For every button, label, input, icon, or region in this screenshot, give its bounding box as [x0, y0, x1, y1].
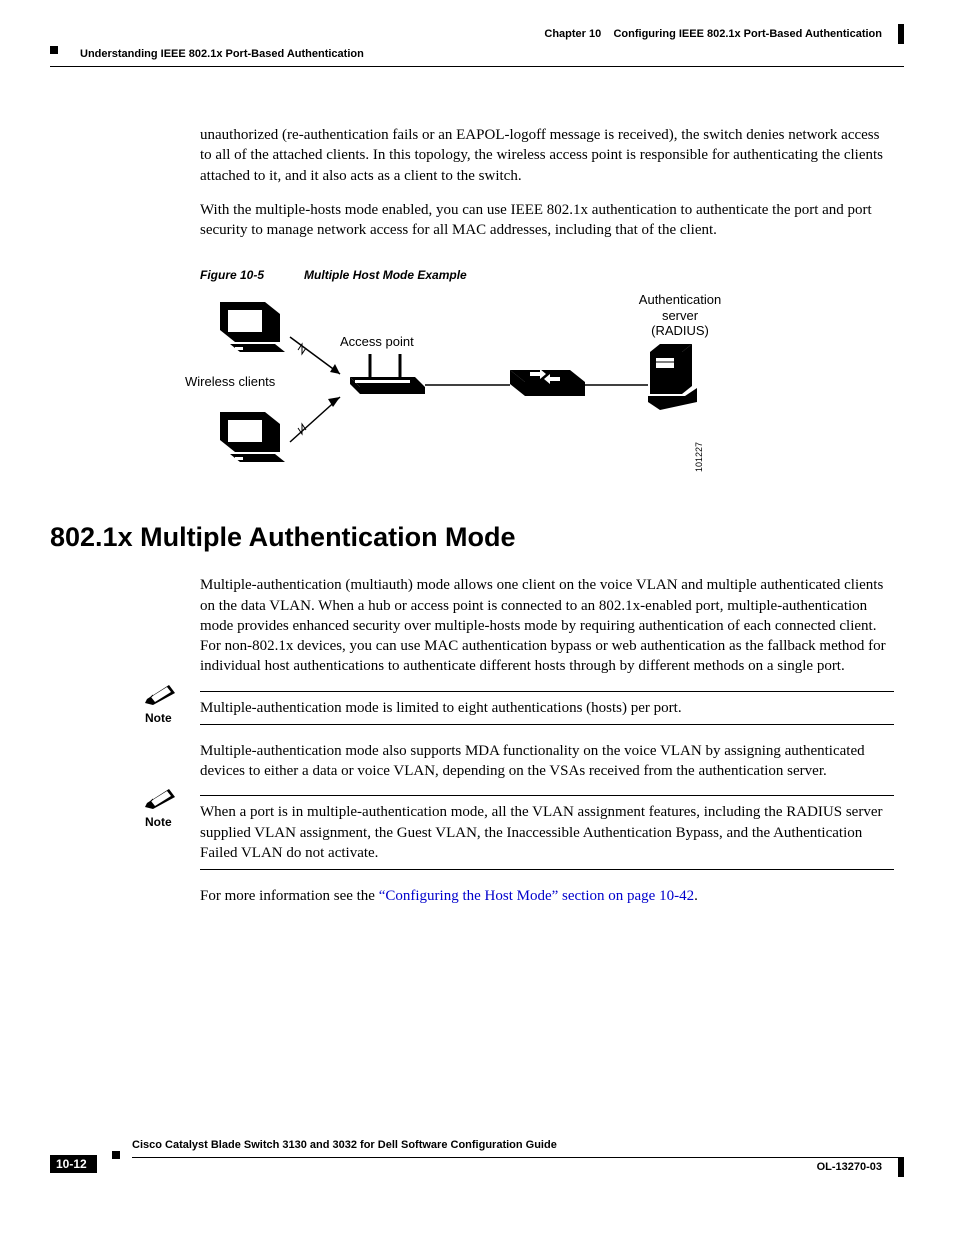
figure-label: Access point — [340, 334, 414, 350]
figure-diagram: Wireless clients Access point Authentica… — [200, 292, 894, 492]
header-accent-bar — [898, 24, 904, 44]
figure-number: Figure 10-5 — [200, 268, 264, 282]
running-header: Chapter 10 Configuring IEEE 802.1x Port-… — [50, 28, 904, 58]
figure-title: Multiple Host Mode Example — [304, 268, 467, 282]
figure-caption: Figure 10-5 Multiple Host Mode Example — [200, 268, 894, 282]
body-paragraph: Multiple-authentication mode also suppor… — [200, 741, 894, 782]
note-block: Note Multiple-authentication mode is lim… — [200, 691, 894, 725]
body-paragraph: unauthorized (re-authentication fails or… — [200, 125, 894, 186]
running-footer: Cisco Catalyst Blade Switch 3130 and 303… — [50, 1157, 904, 1207]
arrow-icon — [290, 337, 340, 374]
text: server — [662, 308, 698, 323]
footer-rule — [132, 1157, 904, 1158]
note-pencil-icon — [145, 681, 179, 705]
page-number: 10-12 — [50, 1155, 97, 1173]
cross-reference-link[interactable]: “Configuring the Host Mode” section on p… — [379, 888, 694, 904]
note-text: When a port is in multiple-authenticatio… — [200, 802, 894, 863]
footer-accent-bar — [898, 1157, 904, 1177]
note-rule — [200, 869, 894, 870]
chapter-number: Chapter 10 — [544, 28, 601, 40]
body-paragraph: For more information see the “Configurin… — [200, 886, 894, 906]
access-point-icon — [350, 354, 425, 394]
note-pencil-icon — [145, 785, 179, 809]
figure-label: Authentication server (RADIUS) — [620, 292, 740, 339]
header-chapter: Chapter 10 Configuring IEEE 802.1x Port-… — [544, 28, 882, 40]
header-rule — [50, 66, 904, 67]
chapter-title: Configuring IEEE 802.1x Port-Based Authe… — [613, 28, 882, 40]
figure-label: Wireless clients — [185, 374, 275, 390]
body-paragraph: Multiple-authentication (multiauth) mode… — [200, 575, 894, 676]
text: Authentication — [639, 292, 721, 307]
footer-book-title: Cisco Catalyst Blade Switch 3130 and 303… — [132, 1139, 557, 1151]
page-content: unauthorized (re-authentication fails or… — [200, 125, 894, 920]
note-block: Note When a port is in multiple-authenti… — [200, 795, 894, 870]
note-label: Note — [145, 711, 172, 725]
text: For more information see the — [200, 888, 379, 904]
server-icon — [648, 344, 697, 410]
workstation-icon — [220, 412, 285, 462]
text: . — [694, 888, 698, 904]
document-number: OL-13270-03 — [817, 1161, 882, 1173]
note-rule — [200, 724, 894, 725]
figure-id: 101227 — [694, 442, 704, 472]
body-paragraph: With the multiple-hosts mode enabled, yo… — [200, 200, 894, 241]
text: (RADIUS) — [651, 323, 709, 338]
note-text: Multiple-authentication mode is limited … — [200, 698, 894, 718]
header-square-icon — [50, 46, 58, 54]
switch-icon — [510, 369, 585, 396]
workstation-icon — [220, 302, 285, 352]
footer-square-icon — [112, 1151, 120, 1159]
header-section: Understanding IEEE 802.1x Port-Based Aut… — [80, 48, 364, 60]
note-label: Note — [145, 815, 172, 829]
note-rule — [200, 795, 894, 796]
section-heading: 802.1x Multiple Authentication Mode — [50, 522, 894, 553]
arrow-icon — [290, 397, 340, 442]
note-rule — [200, 691, 894, 692]
